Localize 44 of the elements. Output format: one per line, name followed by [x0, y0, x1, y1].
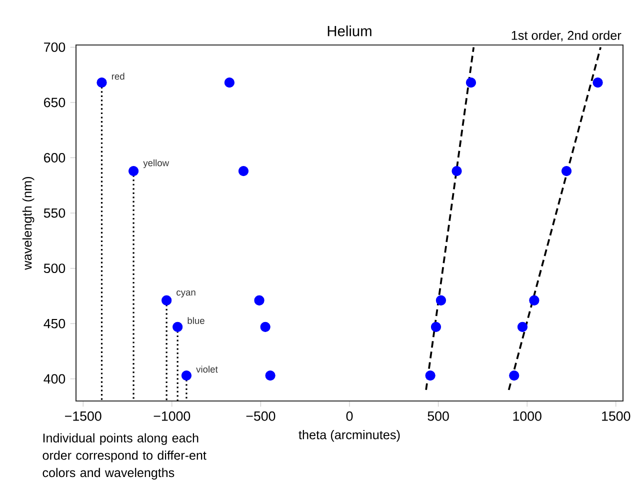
x-tick-label: 0	[346, 411, 353, 421]
y-tick-label: 550	[44, 208, 66, 218]
x-tick-label: −500	[246, 411, 276, 421]
y-tick-label: 600	[44, 153, 66, 162]
text: 1st order, 2nd order	[512, 30, 622, 42]
point	[509, 370, 520, 381]
point	[561, 166, 572, 176]
annotation: yellow	[143, 159, 170, 168]
point	[265, 370, 276, 381]
point	[517, 322, 528, 332]
point	[425, 370, 436, 381]
point	[172, 322, 183, 332]
annotation: violet	[196, 366, 218, 373]
x-tick-label: 1500	[602, 411, 630, 421]
y-tick-label: 650	[44, 98, 66, 108]
y-tick-label: 400	[44, 374, 66, 384]
annotation: cyan	[176, 290, 196, 298]
x-tick-label: 1000	[513, 411, 542, 421]
x-tick-label: 500	[428, 411, 449, 421]
point	[436, 295, 446, 306]
x-axis-title: theta (arcminutes)	[298, 430, 400, 442]
x-tick-label: −1500	[65, 411, 102, 421]
point	[452, 166, 462, 176]
y-tick-label: 500	[44, 264, 66, 274]
point	[224, 78, 235, 88]
x-tick-label: −1000	[154, 411, 190, 421]
point	[238, 166, 249, 176]
annotation: blue	[188, 317, 204, 324]
point	[96, 78, 107, 88]
y-axis-title: wavelength (nm)	[22, 176, 34, 270]
point	[592, 78, 603, 88]
point	[430, 322, 442, 332]
annotation: red	[112, 72, 124, 80]
y-tick-label: 700	[44, 42, 66, 52]
y-tick-label: 450	[44, 318, 66, 328]
point	[260, 322, 270, 332]
chart-title: Helium	[328, 26, 372, 36]
point	[254, 295, 264, 306]
text: Individual points along each order correspond to differ-ent colors and wavelengths	[42, 433, 206, 480]
point	[181, 370, 192, 381]
point	[529, 295, 540, 306]
point	[466, 78, 476, 88]
point	[128, 166, 139, 176]
point	[162, 295, 172, 306]
